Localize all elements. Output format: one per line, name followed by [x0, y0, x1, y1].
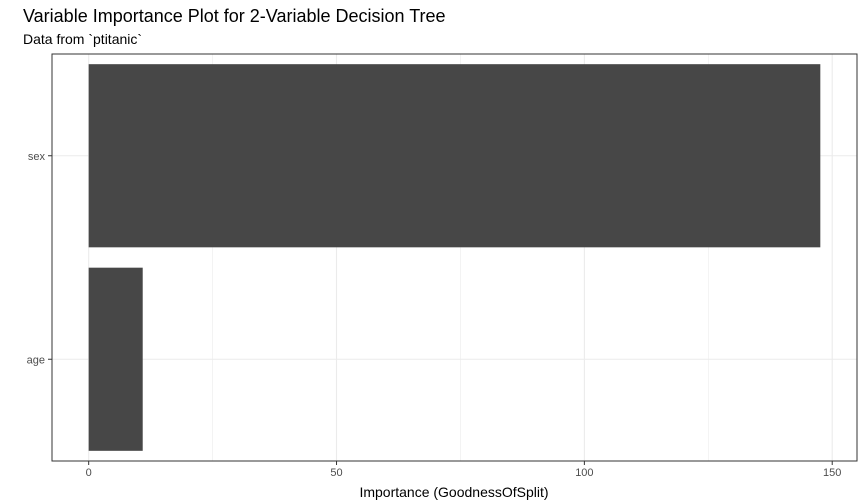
panel-border [51, 53, 858, 462]
bar-sex [88, 64, 821, 248]
x-tick-label: 150 [823, 467, 841, 479]
y-tick-label: sex [28, 151, 46, 163]
bars [88, 64, 821, 451]
x-tick-label: 0 [86, 467, 92, 479]
x-axis-title: Importance (GoodnessOfSplit) [359, 484, 548, 500]
x-tick-label: 100 [575, 467, 593, 479]
bar-age [88, 267, 143, 451]
axes: 0 50 100 150 sex age [27, 151, 842, 479]
y-tick-label: age [27, 354, 45, 366]
chart-subtitle: Data from `ptitanic` [23, 31, 142, 47]
x-tick-label: 50 [330, 467, 342, 479]
chart-title: Variable Importance Plot for 2-Variable … [23, 6, 446, 26]
